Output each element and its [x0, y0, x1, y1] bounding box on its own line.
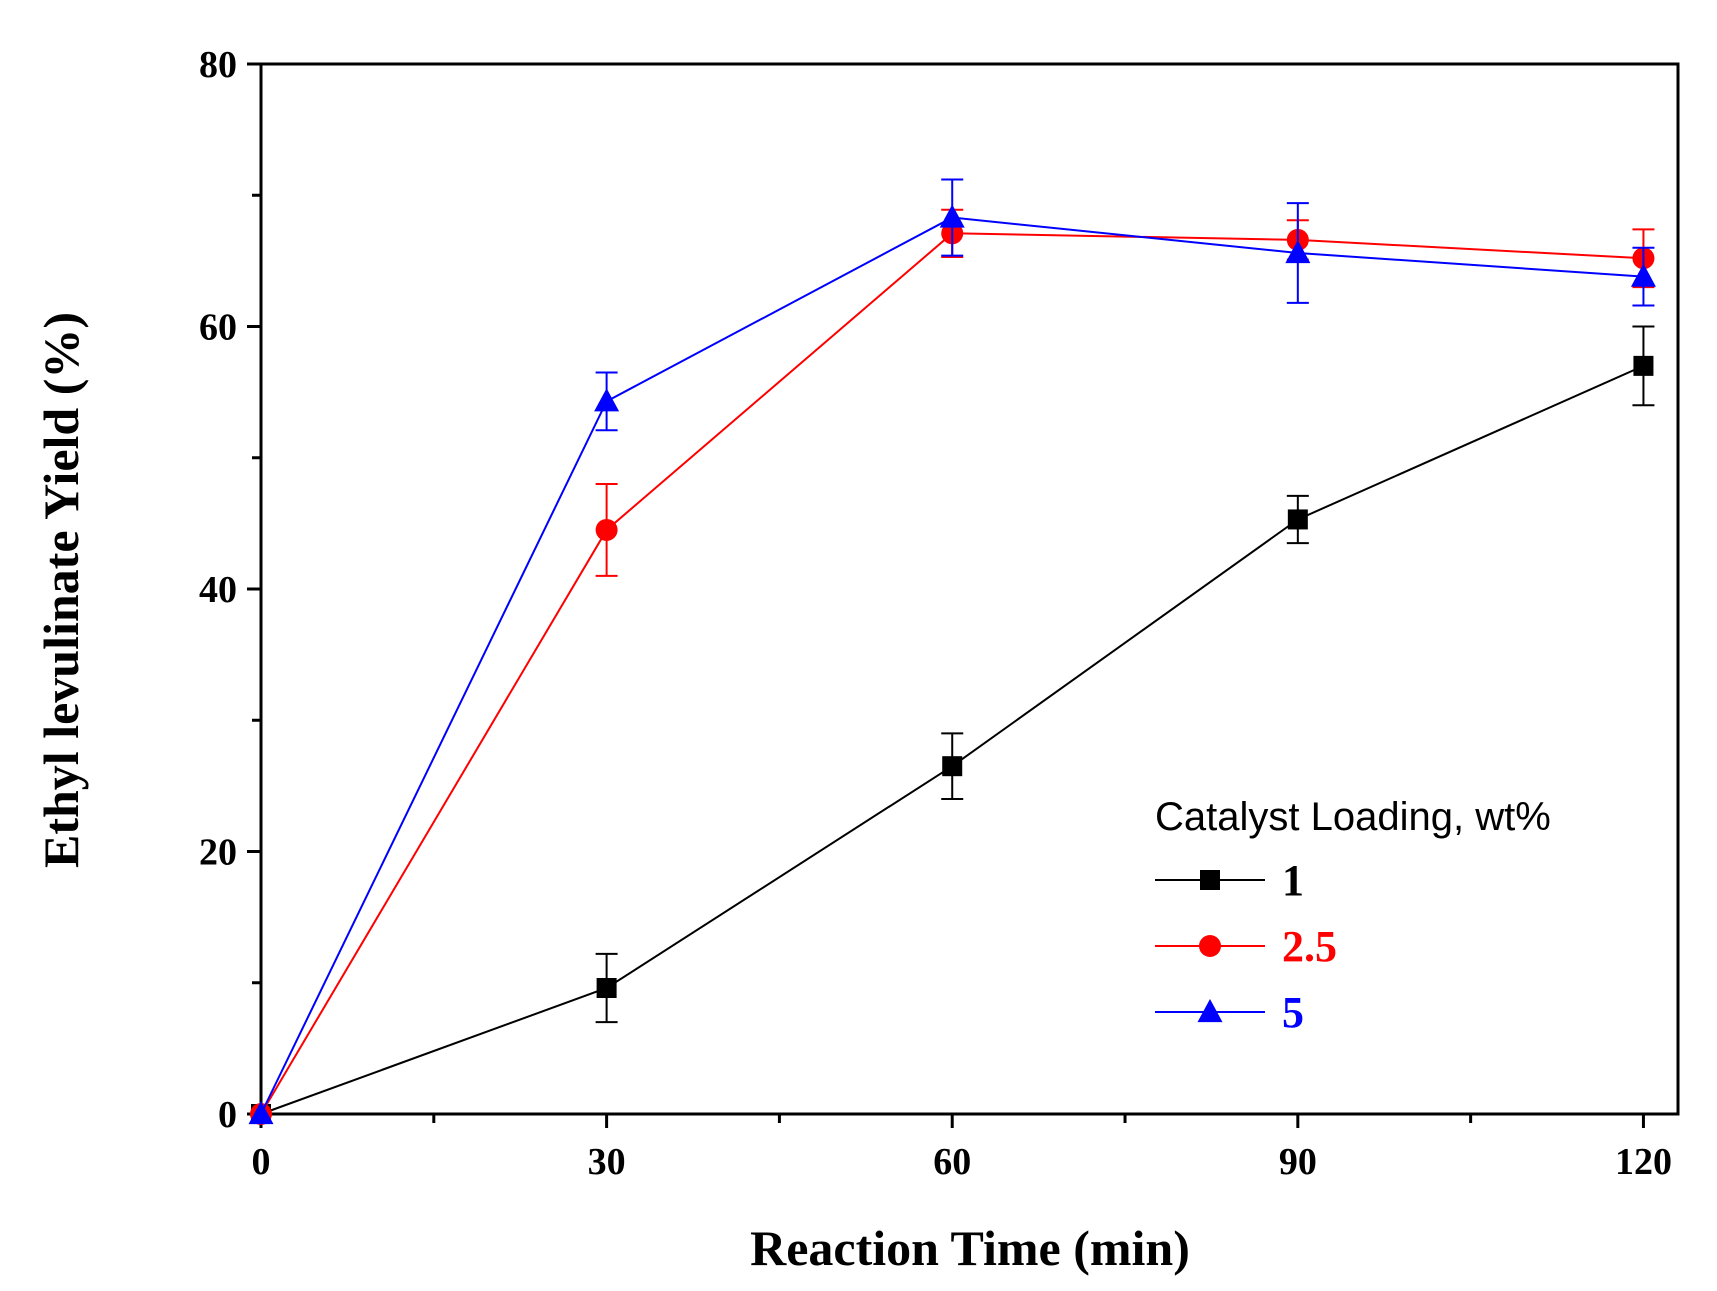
legend-marker: [1199, 935, 1221, 957]
series-line: [260, 232, 1644, 1115]
legend-marker: [1200, 870, 1220, 890]
x-tick-label: 0: [252, 1141, 271, 1183]
y-tick-label: 40: [199, 569, 237, 611]
y-axis-title: Ethyl levulinate Yield (%): [33, 312, 89, 868]
data-point: [595, 518, 618, 541]
x-axis-title: Reaction Time (min): [750, 1220, 1190, 1276]
y-tick-label: 80: [199, 44, 237, 86]
legend-label: 2.5: [1282, 922, 1337, 971]
axis-ticks: 0 30 60 90 120 0 20 40 60 80: [199, 44, 1672, 1183]
x-tick-label: 60: [933, 1141, 971, 1183]
y-tick-label: 60: [199, 307, 237, 349]
data-point: [596, 978, 617, 998]
data-point: [1285, 239, 1311, 264]
data-point: [1287, 509, 1308, 530]
y-tick-label: 20: [199, 832, 237, 874]
legend-entry-1: 1: [1155, 856, 1304, 905]
data-point: [942, 756, 963, 777]
data-point: [1633, 355, 1654, 376]
series-1: [251, 325, 1655, 1124]
data-point: [939, 204, 965, 228]
series-layer: [248, 178, 1656, 1125]
data-point: [594, 388, 620, 412]
legend-entry-2.5: 2.5: [1155, 922, 1337, 971]
legend-title: Catalyst Loading, wt%: [1155, 795, 1551, 839]
legend-label: 1: [1282, 856, 1304, 905]
legend: Catalyst Loading, wt% 1 2.5 5: [1155, 795, 1551, 1037]
series-2.5: [250, 208, 1655, 1125]
series-5: [248, 178, 1656, 1125]
plot-frame: [259, 62, 1680, 1116]
legend-marker: [1197, 998, 1223, 1023]
data-point: [248, 1100, 274, 1125]
legend-label: 5: [1282, 988, 1304, 1037]
series-line: [260, 216, 1644, 1115]
x-tick-label: 120: [1615, 1141, 1672, 1183]
x-tick-label: 90: [1279, 1141, 1317, 1183]
legend-entry-5: 5: [1155, 988, 1304, 1037]
data-point: [1630, 263, 1656, 287]
y-tick-label: 0: [218, 1094, 237, 1136]
x-tick-label: 30: [588, 1141, 626, 1183]
